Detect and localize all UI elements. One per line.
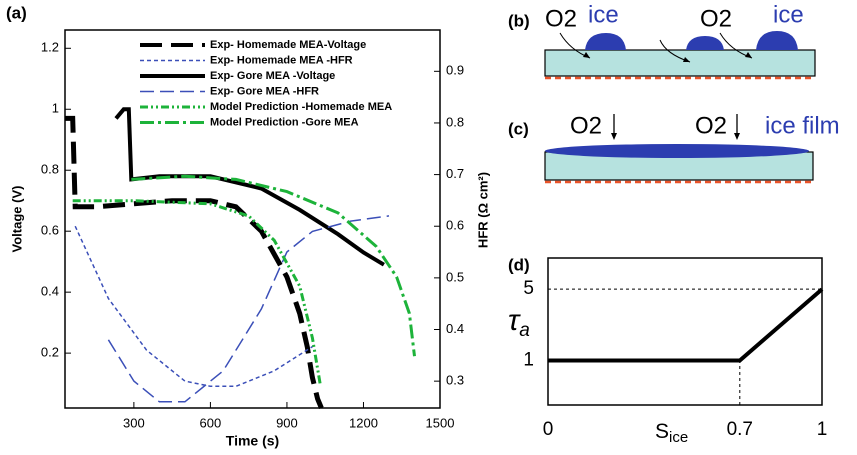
ice-droplet <box>686 36 724 50</box>
legend-label: Exp- Homemade MEA -HFR <box>210 54 353 66</box>
x-tick-label: 600 <box>200 415 222 430</box>
y-tick-label: 0.8 <box>41 162 59 177</box>
data-line <box>107 215 390 403</box>
diagram-text: ice <box>588 1 619 28</box>
y2-axis-label: HFR (Ω cm²) <box>475 172 490 248</box>
ice-droplet <box>756 31 798 50</box>
panel-label: (b) <box>508 11 530 30</box>
ice-film <box>545 144 809 158</box>
diagram-c <box>544 114 815 184</box>
plot-frame <box>547 257 823 406</box>
y-axis-label-main: τ <box>508 304 521 337</box>
panel-label: (d) <box>508 255 530 274</box>
arrow-head <box>583 52 590 58</box>
y-tick-label: 0.4 <box>41 284 59 299</box>
legend-label: Exp- Gore MEA -HFR <box>210 85 319 97</box>
x-tick-label: 0 <box>543 419 554 440</box>
y-tick-label: 1.2 <box>41 40 59 55</box>
membrane <box>544 49 816 77</box>
diagram-text: O2 <box>700 5 732 32</box>
y-tick-label: 1 <box>523 349 534 370</box>
y-axis-label: Voltage (V) <box>9 186 24 253</box>
arrow-head <box>611 133 617 140</box>
x-tick-label: 1200 <box>349 415 378 430</box>
x-axis-label: Sice <box>655 420 688 446</box>
y-tick-label: 0.6 <box>41 223 59 238</box>
y-tick-label: 0.2 <box>41 345 59 360</box>
legend-label: Exp- Homemade MEA-Voltage <box>210 39 366 51</box>
arrow-head <box>734 133 740 140</box>
diagram-text: ice <box>773 1 804 28</box>
y2-tick-label: 0.6 <box>446 218 464 233</box>
diagram-b <box>544 31 816 80</box>
data-line <box>65 115 324 409</box>
x-tick-label: 300 <box>123 415 145 430</box>
diagram-text: ice film <box>765 112 840 139</box>
y-tick-label: 5 <box>523 278 534 299</box>
y-axis-label-sub: a <box>519 320 530 341</box>
y2-tick-label: 0.3 <box>446 373 464 388</box>
data-line <box>548 287 824 363</box>
y2-tick-label: 0.8 <box>446 114 464 129</box>
y2-tick-label: 0.9 <box>446 63 464 78</box>
y-axis-label: τa <box>508 304 530 341</box>
y2-tick-label: 0.5 <box>446 269 464 284</box>
y-tick-label: 1 <box>52 101 59 116</box>
y2-tick-label: 0.7 <box>446 166 464 181</box>
legend-label: Model Prediction -Gore MEA <box>210 116 359 128</box>
x-axis-label-sub: ice <box>669 429 688 446</box>
data-line <box>131 174 416 357</box>
diagram-text: O2 <box>545 5 577 32</box>
data-line <box>114 107 385 267</box>
data-line <box>74 225 316 388</box>
ice-droplet <box>585 33 626 50</box>
x-axis-label-main: S <box>655 420 669 443</box>
arrow-head <box>745 52 752 58</box>
x-tick-label: 0.7 <box>727 419 753 440</box>
x-tick-label: 1 <box>817 419 828 440</box>
diagram-text: O2 <box>570 112 602 139</box>
x-tick-label: 1500 <box>426 415 455 430</box>
plot-frame <box>64 29 441 409</box>
diagram-text: O2 <box>695 112 727 139</box>
y2-tick-label: 0.4 <box>446 321 464 336</box>
x-tick-label: 900 <box>276 415 298 430</box>
panel-label: (a) <box>6 3 27 22</box>
panel-label: (c) <box>508 119 529 138</box>
legend-label: Model Prediction -Homemade MEA <box>210 101 392 113</box>
legend-label: Exp- Gore MEA -Voltage <box>210 70 335 82</box>
arrow-head <box>683 57 690 62</box>
data-line <box>72 199 322 384</box>
x-axis-label: Time (s) <box>226 433 279 449</box>
